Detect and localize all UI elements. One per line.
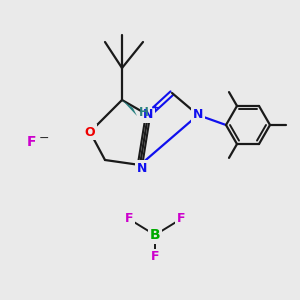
Text: H: H	[139, 106, 149, 118]
Polygon shape	[122, 100, 137, 116]
Text: B: B	[150, 228, 160, 242]
Text: F: F	[27, 135, 37, 149]
Text: F: F	[151, 250, 159, 263]
Text: F: F	[125, 212, 133, 226]
Text: +: +	[152, 103, 160, 113]
Text: N: N	[137, 161, 147, 175]
Text: −: −	[39, 131, 49, 145]
Text: N: N	[193, 109, 203, 122]
Text: F: F	[177, 212, 185, 226]
Text: N: N	[143, 109, 153, 122]
Text: O: O	[85, 125, 95, 139]
